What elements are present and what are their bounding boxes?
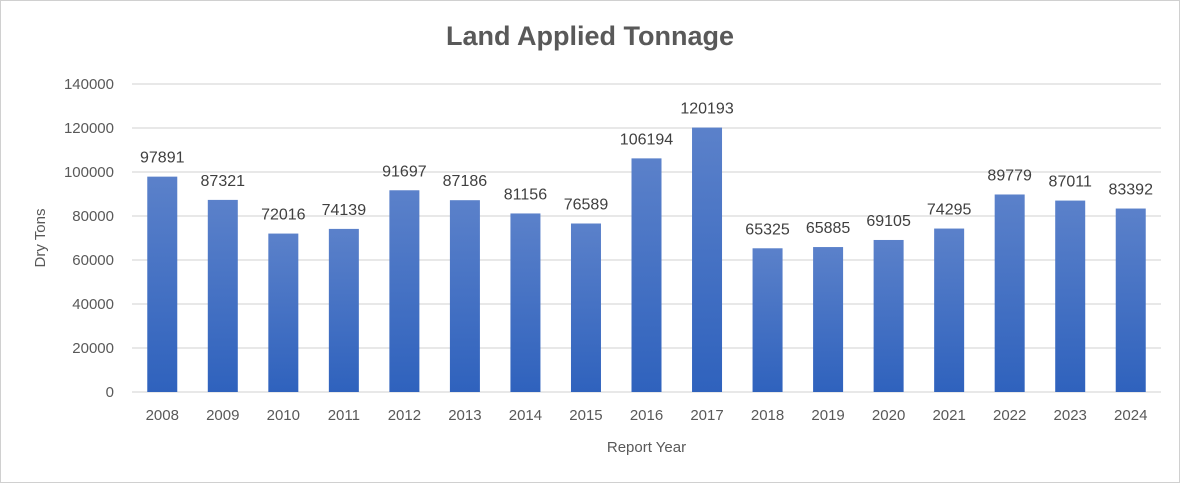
bar-2013 bbox=[449, 200, 480, 392]
y-axis-title: Dry Tons bbox=[32, 209, 49, 268]
x-tick-label: 2016 bbox=[630, 407, 663, 424]
x-tick-label: 2012 bbox=[388, 407, 421, 424]
y-tick-label: 80000 bbox=[72, 208, 114, 225]
data-label-2010: 72016 bbox=[261, 207, 306, 224]
x-tick-label: 2024 bbox=[1114, 407, 1147, 424]
x-tick-label: 2019 bbox=[811, 407, 844, 424]
x-tick-label: 2021 bbox=[932, 407, 965, 424]
data-label-2024: 83392 bbox=[1108, 182, 1153, 199]
data-label-2019: 65885 bbox=[806, 220, 851, 237]
data-label-2011: 74139 bbox=[322, 202, 367, 219]
x-tick-label: 2009 bbox=[206, 407, 239, 424]
bar-2019 bbox=[813, 247, 844, 392]
bar-2015 bbox=[570, 223, 601, 392]
x-axis-title: Report Year bbox=[607, 439, 686, 456]
x-tick-label: 2011 bbox=[328, 407, 360, 424]
x-tick-label: 2022 bbox=[993, 407, 1026, 424]
bar-2009 bbox=[207, 199, 238, 392]
bar-2010 bbox=[268, 233, 299, 392]
data-label-2013: 87186 bbox=[443, 173, 488, 190]
data-label-2020: 69105 bbox=[866, 213, 911, 230]
bar-2012 bbox=[389, 190, 420, 392]
bar-2024 bbox=[1115, 208, 1146, 392]
chart-title: Land Applied Tonnage bbox=[446, 21, 734, 51]
bar-2021 bbox=[934, 228, 965, 392]
bar-2014 bbox=[510, 213, 541, 392]
y-tick-label: 120000 bbox=[64, 120, 114, 137]
data-label-2018: 65325 bbox=[745, 221, 790, 238]
y-tick-label: 60000 bbox=[72, 252, 114, 269]
y-tick-label: 0 bbox=[106, 384, 114, 401]
data-label-2023: 87011 bbox=[1049, 174, 1092, 191]
x-tick-label: 2018 bbox=[751, 407, 784, 424]
x-tick-label: 2008 bbox=[146, 407, 179, 424]
y-tick-label: 100000 bbox=[64, 164, 114, 181]
bar-2016 bbox=[631, 158, 662, 392]
data-label-2015: 76589 bbox=[564, 197, 609, 214]
x-tick-label: 2013 bbox=[448, 407, 481, 424]
x-tick-label: 2017 bbox=[690, 407, 723, 424]
x-tick-label: 2023 bbox=[1054, 407, 1087, 424]
data-label-2012: 91697 bbox=[382, 163, 427, 180]
data-label-2008: 97891 bbox=[140, 150, 185, 167]
x-tick-label: 2010 bbox=[267, 407, 300, 424]
bar-2020 bbox=[873, 239, 904, 392]
y-tick-label: 40000 bbox=[72, 296, 114, 313]
data-label-2022: 89779 bbox=[987, 167, 1032, 184]
bar-2022 bbox=[994, 194, 1025, 392]
data-label-2009: 87321 bbox=[201, 173, 246, 190]
bar-2023 bbox=[1055, 200, 1086, 392]
x-tick-label: 2015 bbox=[569, 407, 602, 424]
bar-2018 bbox=[752, 248, 783, 392]
data-label-2014: 81156 bbox=[504, 186, 547, 203]
data-label-2021: 74295 bbox=[927, 202, 972, 219]
bar-2011 bbox=[328, 228, 359, 392]
bar-2008 bbox=[147, 176, 178, 392]
data-label-2017: 120193 bbox=[680, 101, 733, 118]
x-tick-label: 2020 bbox=[872, 407, 905, 424]
x-tick-label: 2014 bbox=[509, 407, 542, 424]
y-tick-label: 140000 bbox=[64, 76, 114, 93]
y-tick-label: 20000 bbox=[72, 340, 114, 357]
data-label-2016: 106194 bbox=[620, 131, 673, 148]
bar-2017 bbox=[692, 127, 723, 392]
